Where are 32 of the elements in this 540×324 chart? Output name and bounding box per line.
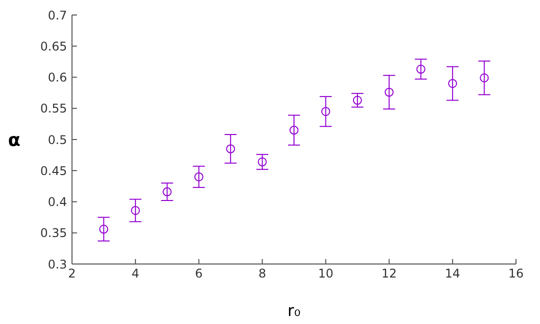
x-tick-label: 4 bbox=[132, 266, 140, 281]
point bbox=[480, 73, 489, 82]
y-axis-title: α bbox=[8, 130, 20, 151]
point bbox=[384, 88, 394, 97]
point bbox=[321, 106, 330, 116]
point bbox=[258, 157, 267, 166]
y-tick-label: 0.6 bbox=[48, 70, 67, 85]
x-tick-label: 2 bbox=[68, 266, 76, 281]
y-tick-label: 0.45 bbox=[40, 164, 67, 178]
x-tick-label: 10 bbox=[318, 266, 334, 281]
x-tick-label: 6 bbox=[195, 266, 203, 281]
point bbox=[226, 144, 236, 154]
x-tick-label: 12 bbox=[382, 266, 397, 281]
y-tick-label: 0.5 bbox=[48, 132, 67, 147]
y-tick-label: 0.35 bbox=[40, 226, 67, 240]
point bbox=[99, 224, 108, 234]
point bbox=[416, 64, 426, 74]
x-axis-title: r₀ bbox=[288, 301, 300, 320]
point bbox=[290, 126, 298, 135]
y-tick-label: 0.65 bbox=[40, 39, 67, 54]
point bbox=[352, 96, 362, 105]
y-tick-label: 0.55 bbox=[40, 102, 67, 116]
y-tick-label: 0.3 bbox=[48, 257, 67, 272]
point bbox=[448, 78, 458, 88]
point bbox=[194, 172, 204, 182]
y-tick-label: 0.4 bbox=[48, 195, 67, 210]
x-tick-label: 14 bbox=[444, 266, 460, 281]
x-tick-label: 16 bbox=[508, 266, 524, 281]
y-tick-label: 0.7 bbox=[48, 8, 67, 22]
x-tick-label: 8 bbox=[258, 266, 266, 281]
point bbox=[162, 187, 172, 196]
point bbox=[130, 206, 140, 215]
